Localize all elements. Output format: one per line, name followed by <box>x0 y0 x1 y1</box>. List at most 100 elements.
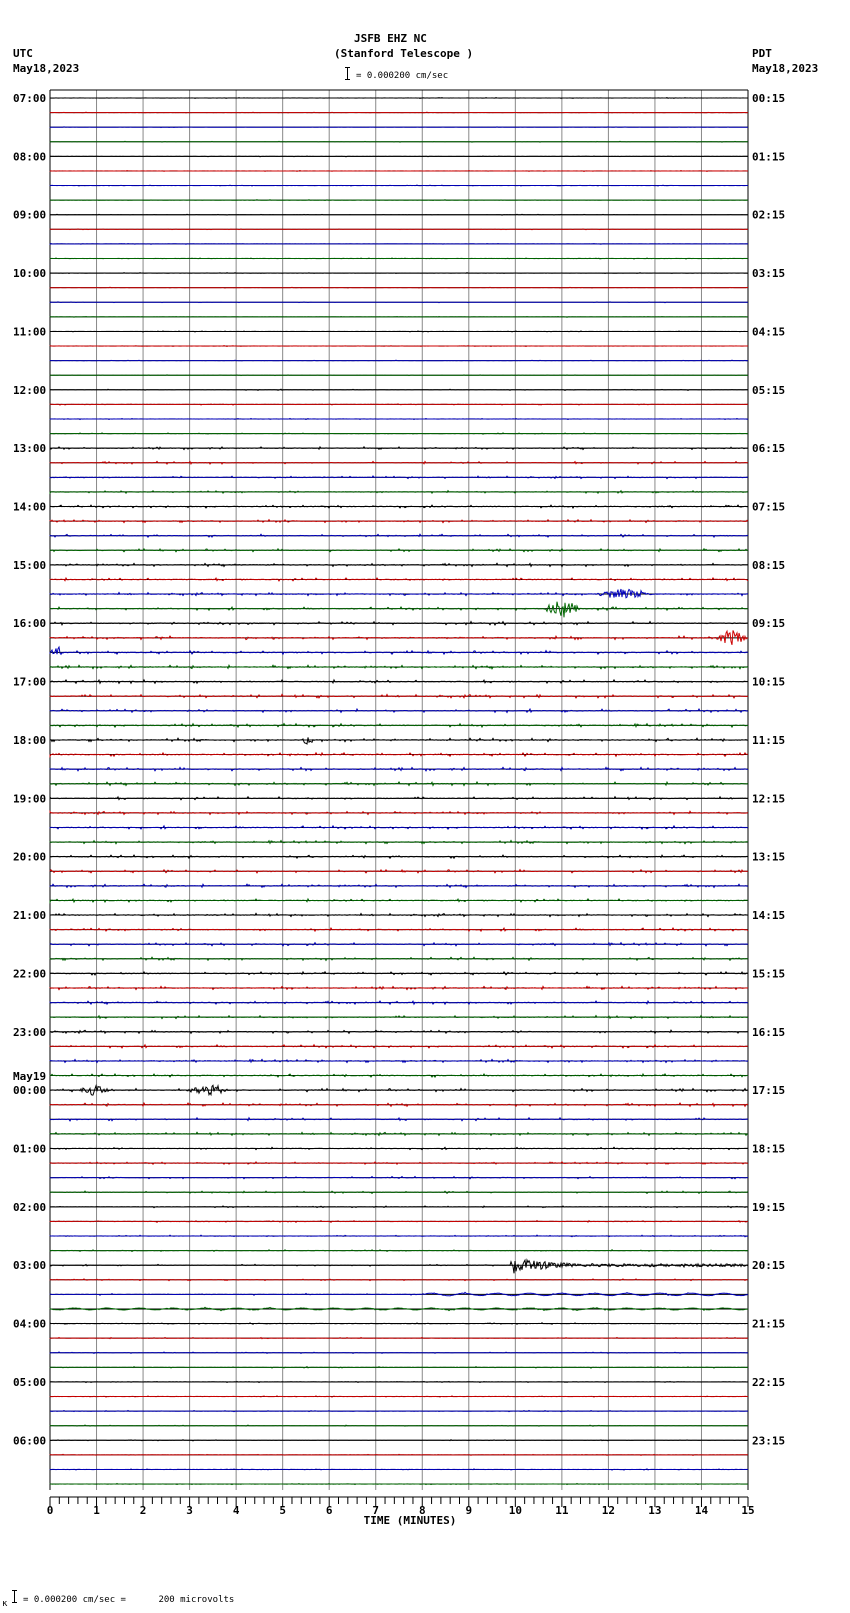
trace-64 <box>49 1029 749 1035</box>
trace-44 <box>49 737 749 745</box>
trace-17 <box>49 345 748 348</box>
pdt-hour-label: 21:15 <box>752 1318 785 1331</box>
x-tick-label: 11 <box>555 1504 569 1517</box>
footer-prefix: κ <box>2 1599 8 1609</box>
trace-19 <box>49 374 748 377</box>
trace-54 <box>49 883 749 889</box>
x-tick-label: 6 <box>326 1504 333 1517</box>
trace-42 <box>49 707 749 714</box>
x-tick-label: 2 <box>140 1504 147 1517</box>
pdt-hour-label: 10:15 <box>752 676 785 689</box>
utc-hour-label: 02:00 <box>13 1201 46 1214</box>
trace-16 <box>49 330 748 333</box>
pdt-hour-label: 01:15 <box>752 150 785 163</box>
trace-2 <box>49 126 748 129</box>
trace-86 <box>49 1351 749 1355</box>
trace-79 <box>49 1248 749 1253</box>
trace-78 <box>49 1234 749 1238</box>
pdt-hour-label: 06:15 <box>752 442 785 455</box>
trace-55 <box>49 897 749 904</box>
footer-scale-label: = 0.000200 cm/sec = 200 microvolts <box>23 1595 235 1605</box>
trace-62 <box>49 999 749 1006</box>
x-tick-label: 1 <box>93 1504 100 1517</box>
trace-39 <box>49 664 749 670</box>
trace-45 <box>49 751 748 758</box>
x-axis-title: TIME (MINUTES) <box>364 1514 457 1527</box>
trace-10 <box>49 242 749 245</box>
trace-57 <box>49 926 749 933</box>
trace-4 <box>49 155 749 158</box>
trace-63 <box>49 1014 748 1020</box>
pdt-hour-label: 11:15 <box>752 734 785 747</box>
trace-75 <box>49 1190 749 1195</box>
trace-93 <box>49 1453 748 1456</box>
left-timezone: UTC <box>13 47 33 60</box>
pdt-hour-label: 03:15 <box>752 267 785 280</box>
trace-40 <box>49 678 749 685</box>
trace-6 <box>49 184 749 187</box>
pdt-hour-label: 15:15 <box>752 967 785 980</box>
trace-12 <box>49 272 749 275</box>
trace-23 <box>49 432 749 435</box>
trace-74 <box>49 1175 749 1180</box>
utc-hour-label: 11:00 <box>13 325 46 338</box>
utc-hour-label: 00:00 <box>13 1084 46 1097</box>
pdt-hour-label: 14:15 <box>752 909 785 922</box>
trace-15 <box>49 315 749 318</box>
pdt-hour-label: 22:15 <box>752 1376 785 1389</box>
pdt-hour-label: 13:15 <box>752 851 785 864</box>
trace-76 <box>49 1205 749 1209</box>
utc-hour-label: 08:00 <box>13 150 46 163</box>
utc-hour-label: 17:00 <box>13 676 46 689</box>
site-title: (Stanford Telescope ) <box>334 47 474 60</box>
pdt-hour-label: 09:15 <box>752 617 785 630</box>
trace-21 <box>49 403 749 406</box>
pdt-hour-label: 02:15 <box>752 209 785 222</box>
trace-80 <box>49 1258 749 1274</box>
x-tick-label: 5 <box>279 1504 286 1517</box>
trace-50 <box>49 824 749 831</box>
trace-60 <box>49 970 749 977</box>
trace-59 <box>49 956 749 962</box>
trace-61 <box>49 985 749 991</box>
utc-hour-label: 07:00 <box>13 92 46 105</box>
utc-hour-label: 03:00 <box>13 1259 46 1272</box>
trace-66 <box>49 1058 749 1064</box>
trace-85 <box>49 1336 749 1340</box>
pdt-hour-label: 23:15 <box>752 1434 785 1447</box>
pdt-hour-label: 08:15 <box>752 559 785 572</box>
trace-18 <box>49 359 749 362</box>
x-tick-label: 12 <box>602 1504 615 1517</box>
trace-65 <box>49 1043 749 1049</box>
trace-87 <box>49 1365 749 1369</box>
date-change-label: May19 <box>13 1070 46 1083</box>
pdt-hour-label: 17:15 <box>752 1084 785 1097</box>
trace-34 <box>49 588 749 599</box>
trace-1 <box>49 111 748 114</box>
trace-35 <box>49 601 749 618</box>
trace-30 <box>49 533 749 538</box>
left-date: May18,2023 <box>13 62 80 75</box>
utc-hour-label: 20:00 <box>13 851 46 864</box>
x-tick-label: 3 <box>186 1504 193 1517</box>
trace-72 <box>49 1146 749 1151</box>
utc-hour-label: 09:00 <box>13 209 46 222</box>
trace-36 <box>49 620 749 627</box>
x-tick-label: 4 <box>233 1504 240 1517</box>
pdt-hour-label: 20:15 <box>752 1259 785 1272</box>
trace-46 <box>49 766 749 772</box>
trace-24 <box>49 445 748 451</box>
x-tick-label: 0 <box>47 1504 54 1517</box>
trace-20 <box>49 388 748 391</box>
trace-25 <box>49 460 749 466</box>
trace-37 <box>49 629 749 646</box>
pdt-hour-label: 12:15 <box>752 792 785 805</box>
trace-89 <box>49 1395 748 1398</box>
x-tick-label: 9 <box>465 1504 472 1517</box>
trace-32 <box>49 562 749 568</box>
utc-hour-label: 19:00 <box>13 792 46 805</box>
trace-47 <box>49 780 749 787</box>
trace-67 <box>49 1072 749 1078</box>
x-tick-label: 15 <box>741 1504 754 1517</box>
